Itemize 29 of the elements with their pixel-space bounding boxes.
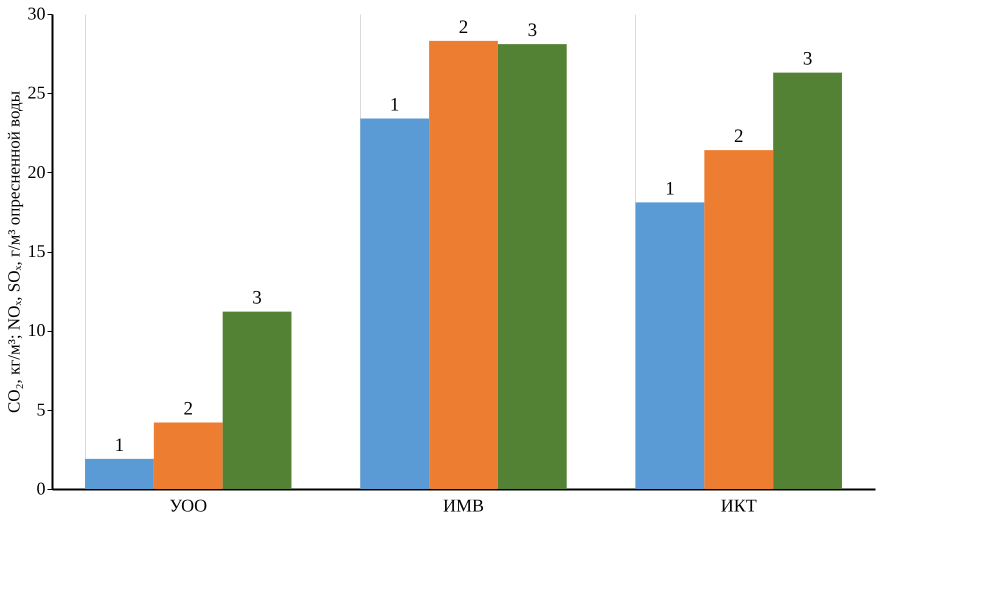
text: 1 <box>665 178 675 200</box>
bar <box>154 422 223 489</box>
text: 1 <box>390 94 400 116</box>
y-tick-label: 10 <box>28 320 46 340</box>
x-tick-label: ИМВ <box>442 496 484 516</box>
x-tick-label: ИКТ <box>720 496 757 516</box>
y-tick-label: 5 <box>36 399 46 420</box>
x-tick-label: УОО <box>169 496 208 516</box>
series-label: 2 <box>184 398 193 420</box>
text: 3 <box>528 20 538 42</box>
bar <box>360 118 430 489</box>
y-axis-title: CO₂, кг/м³; NOₓ, SOₓ, г/м³ опресненной воды <box>4 90 24 414</box>
bar <box>222 312 292 489</box>
bar <box>85 458 154 489</box>
bar <box>773 72 842 489</box>
text: 2 <box>458 16 468 38</box>
bar <box>704 150 774 489</box>
text: 3 <box>802 48 812 70</box>
text: 2 <box>734 126 744 148</box>
series-label: 3 <box>252 288 262 309</box>
bar <box>636 202 704 489</box>
bar <box>429 40 498 489</box>
y-tick-label: 30 <box>28 4 46 24</box>
y-tick-label: 20 <box>28 162 46 182</box>
y-tick-label: 25 <box>28 82 46 103</box>
series-label: 1 <box>114 434 124 456</box>
bar <box>498 44 567 489</box>
y-tick-label: 0 <box>36 478 46 498</box>
y-tick-label: 15 <box>28 241 46 261</box>
